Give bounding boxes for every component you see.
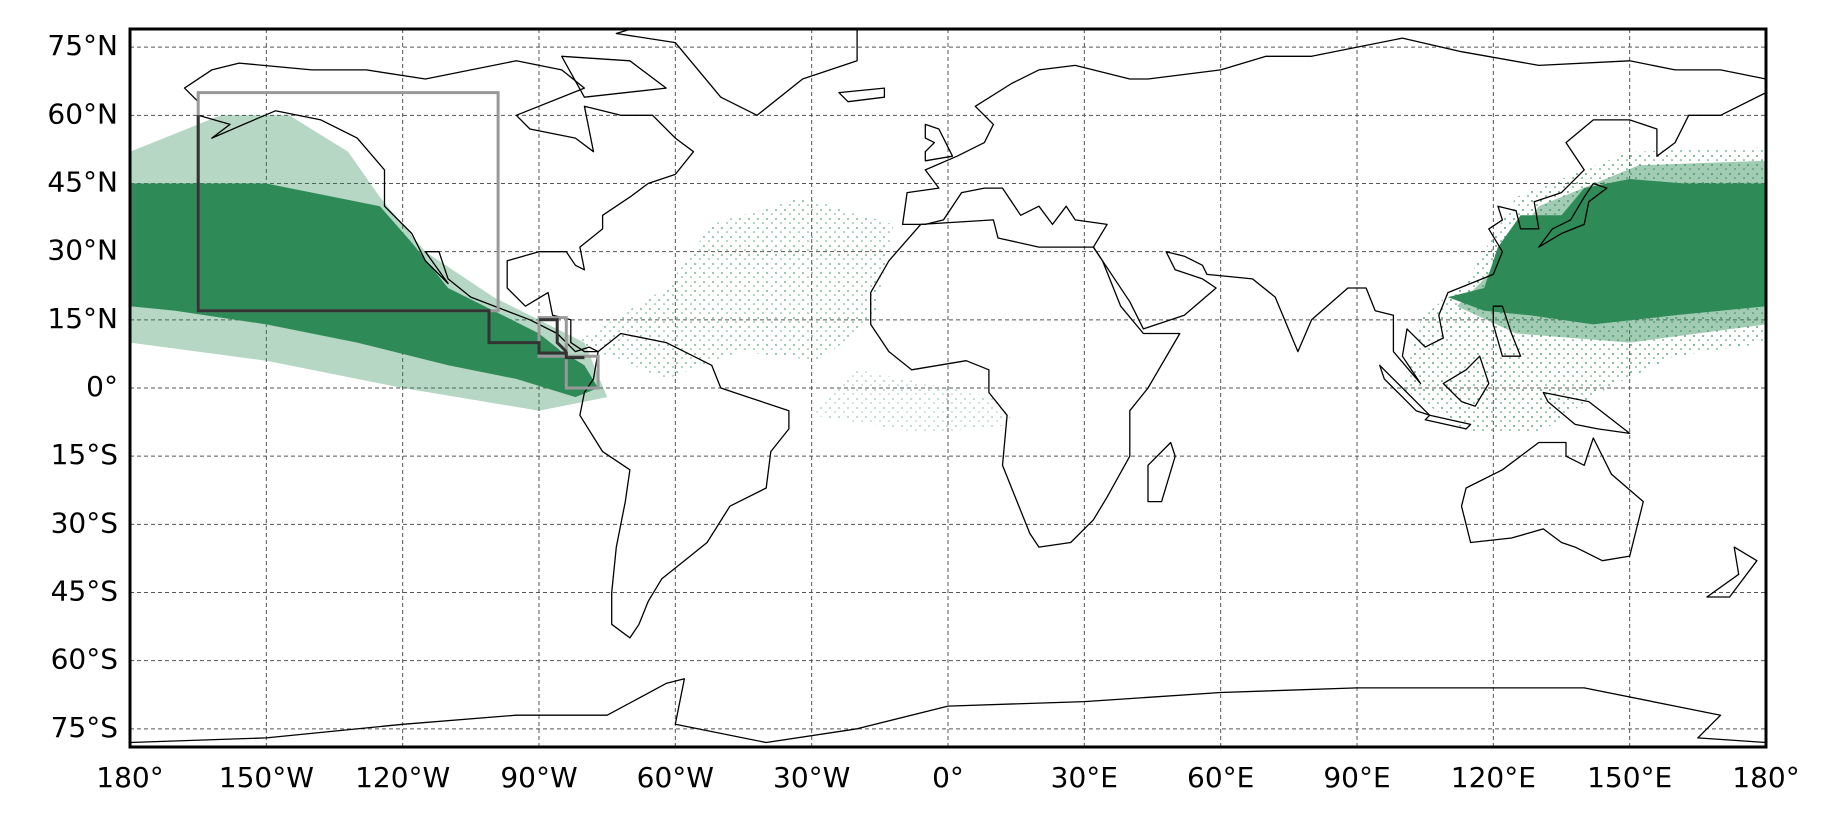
frame [128, 27, 1768, 749]
regions [196, 91, 600, 390]
y-tick-label: 75°S [51, 711, 118, 744]
coastline [1460, 437, 1644, 562]
coastline [924, 123, 954, 162]
y-tick-label: 60°N [47, 97, 118, 130]
y-tick-label: 0° [86, 370, 118, 403]
coastline [870, 219, 1181, 548]
coastline [130, 678, 1766, 744]
y-tick-label: 15°N [47, 302, 118, 335]
region-box [537, 316, 600, 390]
y-tick-label: 15°S [51, 438, 118, 471]
track-core [1447, 179, 1766, 325]
x-tick-label: 120°E [1451, 761, 1536, 794]
x-tick-label: 90°W [500, 761, 577, 794]
x-tick-label: 60°E [1187, 761, 1254, 794]
tick-labels: 180° 150°W 120°W 90°W 60°W 30°W 0° 30°E 60°E 90°E… [47, 29, 1799, 794]
coastline [1147, 441, 1176, 503]
x-tick-label: 120°W [355, 761, 450, 794]
y-tick-label: 45°N [47, 166, 118, 199]
y-tick-label: 45°S [51, 574, 118, 607]
x-tick-label: 60°W [637, 761, 714, 794]
region-box [196, 115, 585, 360]
coastline [579, 332, 790, 639]
coastline [838, 87, 886, 103]
x-tick-label: 180° [96, 761, 163, 794]
coastline [1379, 364, 1431, 416]
y-tick-label: 60°S [51, 643, 118, 676]
track-core [130, 183, 599, 398]
coastline [1538, 182, 1608, 248]
sparse-track [575, 197, 894, 379]
y-tick-label: 30°N [47, 234, 118, 267]
coastline [1424, 414, 1472, 430]
coastline [183, 60, 695, 353]
x-tick-label: 90°E [1323, 761, 1390, 794]
density [130, 115, 1766, 434]
coastline [1442, 355, 1490, 407]
x-tick-label: 150°W [219, 761, 314, 794]
y-tick-label: 30°S [51, 506, 118, 539]
y-tick-label: 75°N [47, 29, 118, 62]
x-tick-label: 0° [932, 761, 964, 794]
x-tick-label: 180° [1732, 761, 1799, 794]
x-tick-label: 30°W [773, 761, 850, 794]
x-tick-label: 30°E [1051, 761, 1118, 794]
coastline [1492, 305, 1522, 357]
region-box [539, 318, 568, 353]
sparse-track [811, 369, 1017, 434]
coastline [901, 37, 1766, 385]
x-tick-label: 150°E [1587, 761, 1672, 794]
coastline [561, 55, 667, 98]
coastline [615, 29, 858, 116]
coastline [1542, 391, 1631, 435]
coastline [1706, 546, 1758, 598]
coastlines [130, 29, 1766, 744]
